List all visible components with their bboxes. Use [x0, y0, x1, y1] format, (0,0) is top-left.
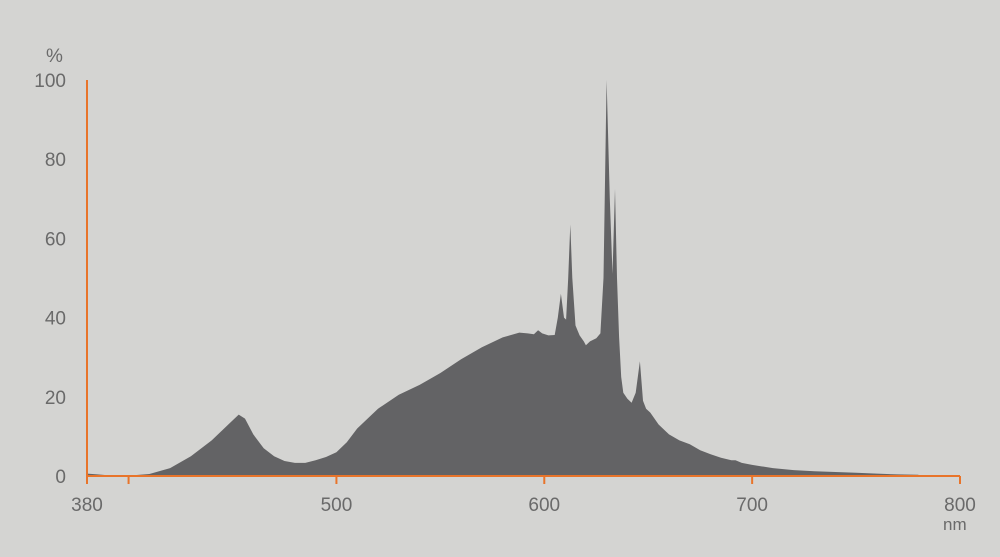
x-tick-label-700: 700	[736, 495, 768, 516]
x-tick-label-600: 600	[528, 495, 560, 516]
y-tick-label-20: 20	[45, 388, 66, 409]
y-axis-label: %	[46, 46, 63, 67]
x-tick-label-800: 800	[944, 495, 976, 516]
y-tick-label-100: 100	[34, 71, 66, 92]
spectrum-area-0	[87, 80, 919, 476]
y-tick-label-0: 0	[55, 467, 66, 488]
y-tick-label-40: 40	[45, 309, 66, 330]
x-tick-label-380: 380	[71, 495, 103, 516]
y-tick-label-60: 60	[45, 229, 66, 250]
y-tick-label-80: 80	[45, 150, 66, 171]
x-axis-label: nm	[943, 515, 967, 534]
x-tick-label-500: 500	[321, 495, 353, 516]
plot-area: 380 500 600 700 800 0 20 40 60 80 100	[34, 71, 976, 516]
